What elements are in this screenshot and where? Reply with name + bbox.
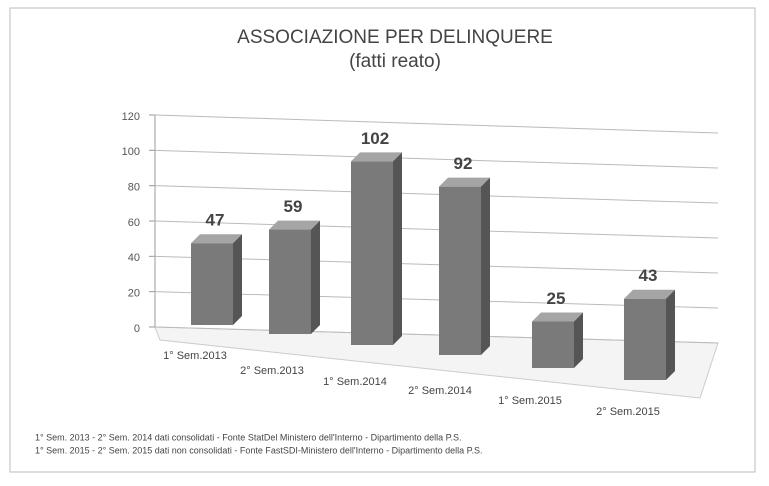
grid-line — [154, 185, 719, 204]
bar-front — [351, 161, 393, 345]
bar-top — [351, 152, 402, 162]
bar — [624, 289, 675, 380]
bar — [351, 152, 402, 345]
x-tick-label: 2° Sem.2015 — [596, 406, 660, 418]
x-tick-label: 1° Sem.2015 — [498, 395, 562, 407]
x-tick-label: 2° Sem.2013 — [240, 365, 304, 377]
chart-title: ASSOCIAZIONE PER DELINQUERE — [237, 27, 553, 48]
grid-line — [154, 220, 719, 239]
y-tick-label: 20 — [128, 288, 140, 300]
bar — [532, 312, 583, 368]
footnote: 1° Sem. 2015 - 2° Sem. 2015 dati non con… — [35, 445, 482, 455]
bar-front — [269, 229, 311, 334]
bar-side — [574, 312, 583, 368]
bar-side — [233, 234, 242, 325]
y-tick-label: 40 — [128, 252, 140, 264]
grid-line — [154, 114, 719, 134]
y-tick-label: 120 — [122, 111, 140, 123]
bar-top — [191, 234, 242, 244]
bar-front — [624, 298, 666, 380]
x-tick-label: 1° Sem.2014 — [323, 376, 387, 388]
chart-subtitle: (fatti reato) — [349, 51, 441, 72]
bar-front — [532, 321, 574, 368]
value-label: 47 — [206, 211, 225, 230]
y-tick-label: 60 — [128, 217, 140, 229]
bar-side — [666, 289, 675, 380]
footnote: 1° Sem. 2013 - 2° Sem. 2014 dati consoli… — [35, 432, 461, 442]
grid-line — [154, 149, 719, 169]
value-label: 25 — [547, 289, 566, 308]
grid-line — [154, 255, 719, 274]
bar-side — [393, 152, 402, 345]
bar-front — [191, 243, 233, 325]
y-tick-label: 0 — [134, 323, 140, 335]
value-label: 43 — [639, 266, 658, 285]
bar-top — [532, 312, 583, 322]
bar-side — [481, 177, 490, 355]
bar-top — [269, 220, 320, 230]
y-tick-label: 80 — [128, 182, 140, 194]
value-label: 59 — [284, 197, 303, 216]
x-tick-label: 2° Sem.2014 — [408, 385, 472, 397]
bar — [439, 177, 490, 355]
bar-side — [311, 220, 320, 334]
value-label: 92 — [454, 154, 473, 173]
bar-top — [624, 289, 675, 299]
bar — [191, 234, 242, 325]
bar-front — [439, 186, 481, 355]
bar-top — [439, 177, 490, 187]
x-tick-label: 1° Sem.2013 — [163, 350, 227, 362]
bar — [269, 220, 320, 334]
y-tick-label: 100 — [122, 146, 140, 158]
value-label: 102 — [361, 129, 389, 148]
